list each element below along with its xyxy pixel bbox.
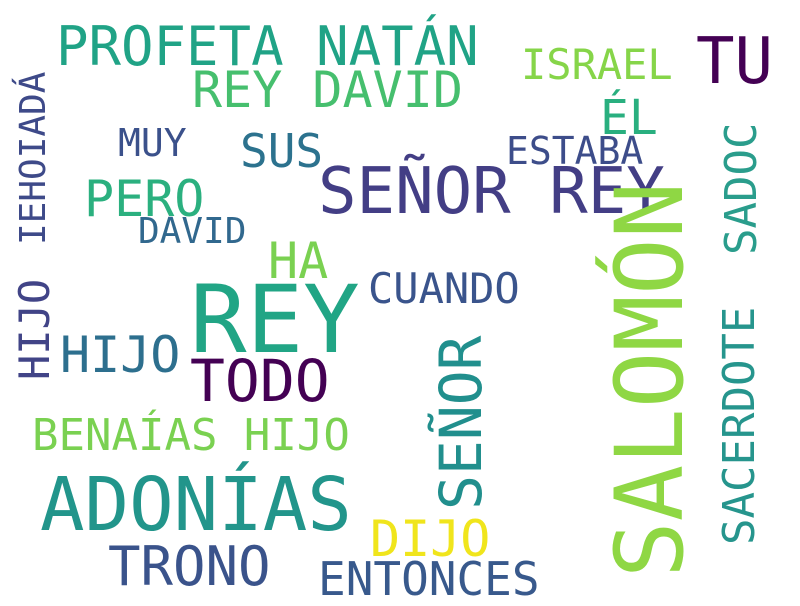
word-adonias: ADONÍAS [40,462,352,548]
word-israel: ISRAEL [521,40,673,89]
word-senor-rey: SEÑOR REY [318,155,665,229]
word-sacerdote: SACERDOTE [714,306,765,545]
word-todo: TODO [190,347,330,415]
word-trono: TRONO [108,535,271,598]
word-benaias-hijo: BENAÍAS HIJO [32,410,350,461]
word-dijo: DIJO [370,510,491,568]
word-sadoc: SADOC [716,122,767,255]
word-hijo-vertical: HIJO [10,278,59,380]
word-entonces: ENTONCES [318,552,540,606]
word-david: DAVID [138,211,247,252]
word-muy: MUY [118,121,187,165]
word-estaba: ESTABA [506,129,644,173]
word-sus: SUS [240,124,324,178]
word-tu: TU [696,25,774,99]
word-el: ÉL [600,90,658,146]
word-salomon: SALOMÓN [596,181,705,578]
word-hijo: HIJO [60,326,181,384]
word-iehoiada: IEHOIADÁ [13,71,54,245]
word-senor: SEÑOR [427,335,495,510]
word-profeta-natan: PROFETA NATÁN [56,15,479,78]
word-ha: HA [268,232,329,290]
word-pero: PERO [84,170,205,228]
word-rey: REY [190,266,360,375]
word-rey-david: REY DAVID [192,61,463,119]
word-cuando: CUANDO [368,264,520,313]
